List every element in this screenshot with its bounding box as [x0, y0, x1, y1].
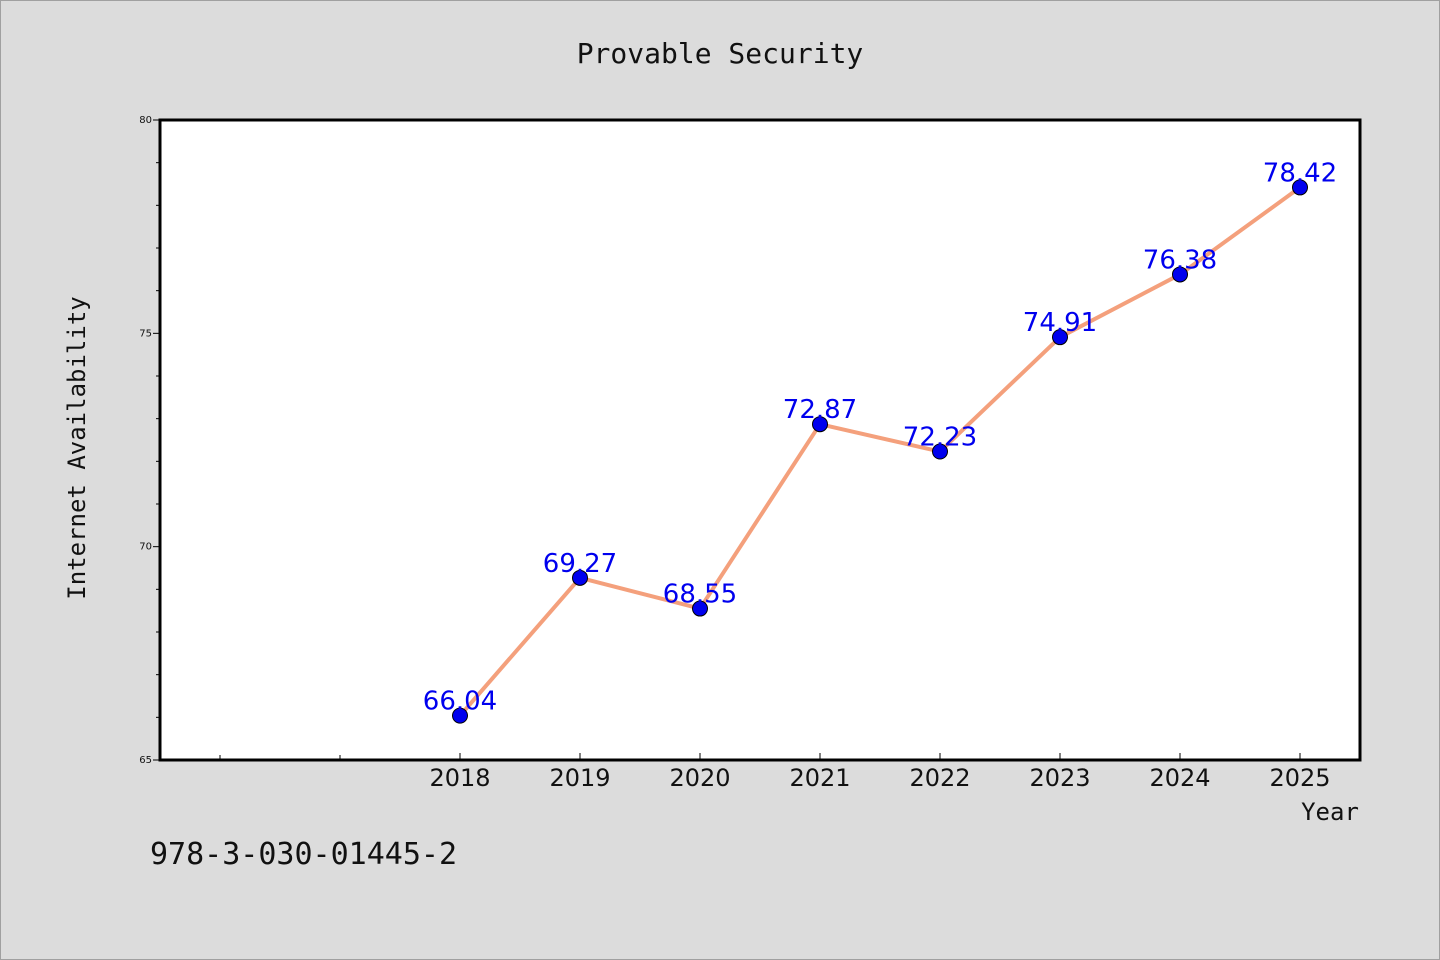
data-point [1052, 329, 1068, 346]
data-point [932, 443, 948, 460]
x-tick-label: 2025 [1269, 764, 1330, 792]
data-point [1292, 179, 1308, 196]
x-tick-label: 2020 [669, 764, 730, 792]
data-label: 76.38 [1143, 245, 1217, 275]
series-line-layer [458, 185, 1302, 717]
data-point [692, 600, 708, 617]
data-label: 69.27 [543, 549, 617, 579]
data-label: 74.91 [1023, 308, 1097, 338]
x-axis-label: Year [1301, 798, 1359, 826]
data-point [572, 569, 588, 586]
x-tick-label: 2022 [909, 764, 970, 792]
y-tick-label: 80 [139, 115, 152, 126]
data-label-layer: 66.04 69.27 68.55 72.87 72.23 74.91 76.38 78.42 [423, 158, 1337, 716]
axis-ticks: 65 70 75 80 2018 2019 2020 2021 2022 2023 2024 2025 [139, 115, 1330, 792]
footnote-isbn: 978-3-030-01445-2 [150, 837, 457, 872]
data-label: 66.04 [423, 687, 497, 717]
x-tick-label: 2019 [549, 764, 610, 792]
x-tick-label: 2023 [1029, 764, 1090, 792]
series-point-layer [452, 179, 1308, 724]
data-label: 72.23 [903, 423, 977, 453]
y-tick-label: 65 [139, 755, 152, 766]
data-point [812, 416, 828, 433]
series-line [458, 185, 1302, 717]
data-label: 78.42 [1263, 158, 1337, 188]
chart-title: Provable Security [577, 37, 864, 70]
y-tick-label: 70 [139, 542, 152, 553]
data-label: 68.55 [663, 580, 737, 610]
data-label: 72.87 [783, 395, 857, 425]
y-tick-label: 75 [139, 328, 152, 339]
y-axis-label: Internet Availability [63, 296, 91, 599]
x-tick-label: 2024 [1149, 764, 1210, 792]
x-tick-label: 2021 [789, 764, 850, 792]
x-tick-label: 2018 [429, 764, 490, 792]
data-point [452, 707, 468, 724]
data-point [1172, 266, 1188, 283]
plot-area [158, 118, 1362, 762]
